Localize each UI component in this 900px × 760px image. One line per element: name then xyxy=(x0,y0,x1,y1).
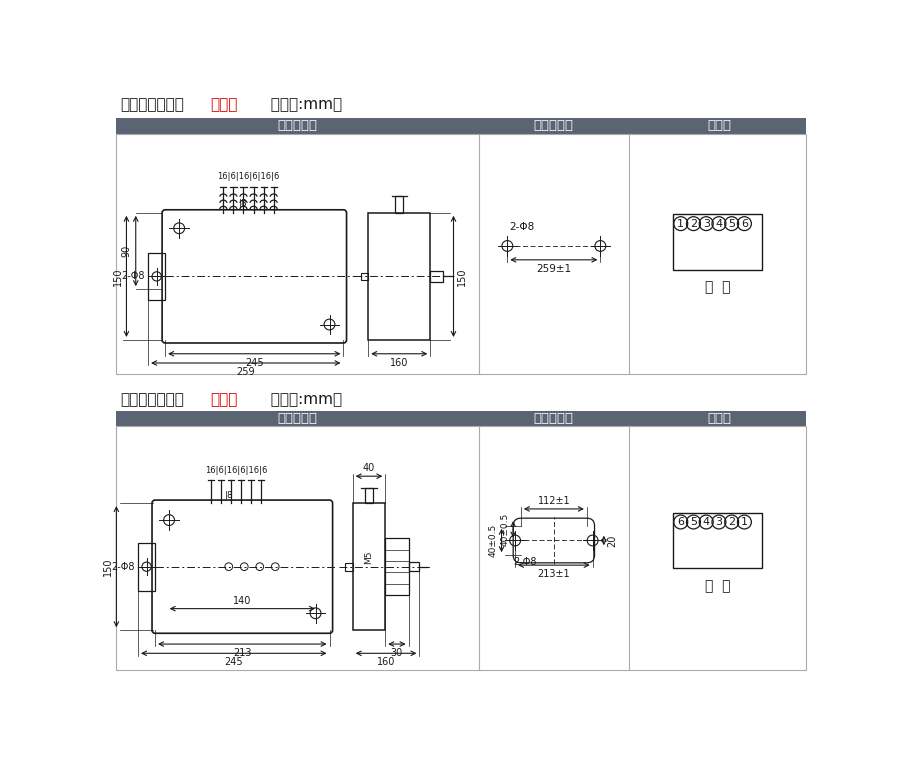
Text: 6: 6 xyxy=(677,517,684,527)
Text: 150: 150 xyxy=(457,267,467,286)
Text: 1: 1 xyxy=(741,517,748,527)
Text: 2-Φ8: 2-Φ8 xyxy=(508,222,535,232)
Bar xyxy=(409,562,419,572)
Text: 背  视: 背 视 xyxy=(705,579,730,593)
Bar xyxy=(361,273,368,280)
Text: 外形尺寸图: 外形尺寸图 xyxy=(277,412,317,425)
Text: 140: 140 xyxy=(233,596,251,606)
Text: 后接线: 后接线 xyxy=(211,391,238,407)
Bar xyxy=(148,252,166,300)
Text: 259±1: 259±1 xyxy=(536,264,572,274)
Text: 4: 4 xyxy=(703,517,710,527)
Text: |8: |8 xyxy=(225,491,234,500)
Text: 259: 259 xyxy=(237,367,255,377)
Bar xyxy=(116,134,806,374)
Text: 150: 150 xyxy=(112,267,122,286)
Text: 160: 160 xyxy=(377,657,395,667)
Text: 外形尺寸图: 外形尺寸图 xyxy=(277,119,317,132)
Text: 安装开孔图: 安装开孔图 xyxy=(534,412,573,425)
Text: 安装开孔图: 安装开孔图 xyxy=(534,119,573,132)
Text: 2: 2 xyxy=(728,517,735,527)
Text: （单位:mm）: （单位:mm） xyxy=(261,97,342,112)
Text: 3: 3 xyxy=(716,517,723,527)
Text: 2-Φ8: 2-Φ8 xyxy=(112,562,135,572)
Text: 245: 245 xyxy=(245,358,264,368)
Text: 单相过流凸出式: 单相过流凸出式 xyxy=(121,391,184,407)
Text: 20: 20 xyxy=(607,534,617,546)
Bar xyxy=(116,426,806,670)
Text: 40±0.5: 40±0.5 xyxy=(500,513,509,546)
Text: 单相过流凸出式: 单相过流凸出式 xyxy=(121,97,184,112)
Text: 1: 1 xyxy=(677,219,684,229)
Text: 端子图: 端子图 xyxy=(707,119,732,132)
Text: 6: 6 xyxy=(741,219,748,229)
Text: 90: 90 xyxy=(122,245,132,257)
Text: 2: 2 xyxy=(690,219,697,229)
Text: 112±1: 112±1 xyxy=(537,496,571,506)
Bar xyxy=(395,196,403,213)
Bar xyxy=(385,538,409,595)
Text: （单位:mm）: （单位:mm） xyxy=(261,391,342,407)
Text: 213: 213 xyxy=(233,648,252,658)
Text: 4: 4 xyxy=(716,219,723,229)
Text: 5: 5 xyxy=(728,219,735,229)
Text: 150: 150 xyxy=(103,557,112,576)
Bar xyxy=(365,488,373,503)
Text: M5: M5 xyxy=(364,551,373,564)
Bar xyxy=(353,503,385,630)
Text: 2-Φ8: 2-Φ8 xyxy=(514,557,537,568)
Bar xyxy=(116,410,806,426)
Text: 3: 3 xyxy=(703,219,710,229)
Text: 30: 30 xyxy=(391,648,403,658)
Text: 2-Φ8: 2-Φ8 xyxy=(122,271,145,281)
Text: 16|6|16|6|16|6: 16|6|16|6|16|6 xyxy=(205,466,267,475)
Bar xyxy=(430,271,443,282)
Text: 5: 5 xyxy=(690,517,697,527)
Bar xyxy=(673,513,762,568)
Text: 160: 160 xyxy=(390,358,409,368)
Text: 端子图: 端子图 xyxy=(707,412,732,425)
Bar xyxy=(116,118,806,134)
Bar xyxy=(673,214,762,270)
Text: 213±1: 213±1 xyxy=(537,569,571,579)
Text: |8: |8 xyxy=(238,199,248,208)
Bar xyxy=(368,213,430,340)
Text: 前  视: 前 视 xyxy=(705,280,730,295)
Text: 前接线: 前接线 xyxy=(211,97,238,112)
Text: 245: 245 xyxy=(224,657,243,667)
Bar xyxy=(345,563,353,571)
Bar xyxy=(138,543,155,591)
Text: 16|6|16|6|16|6: 16|6|16|6|16|6 xyxy=(217,173,280,182)
Text: 40±0.5: 40±0.5 xyxy=(489,524,498,557)
Text: 40: 40 xyxy=(363,463,375,473)
